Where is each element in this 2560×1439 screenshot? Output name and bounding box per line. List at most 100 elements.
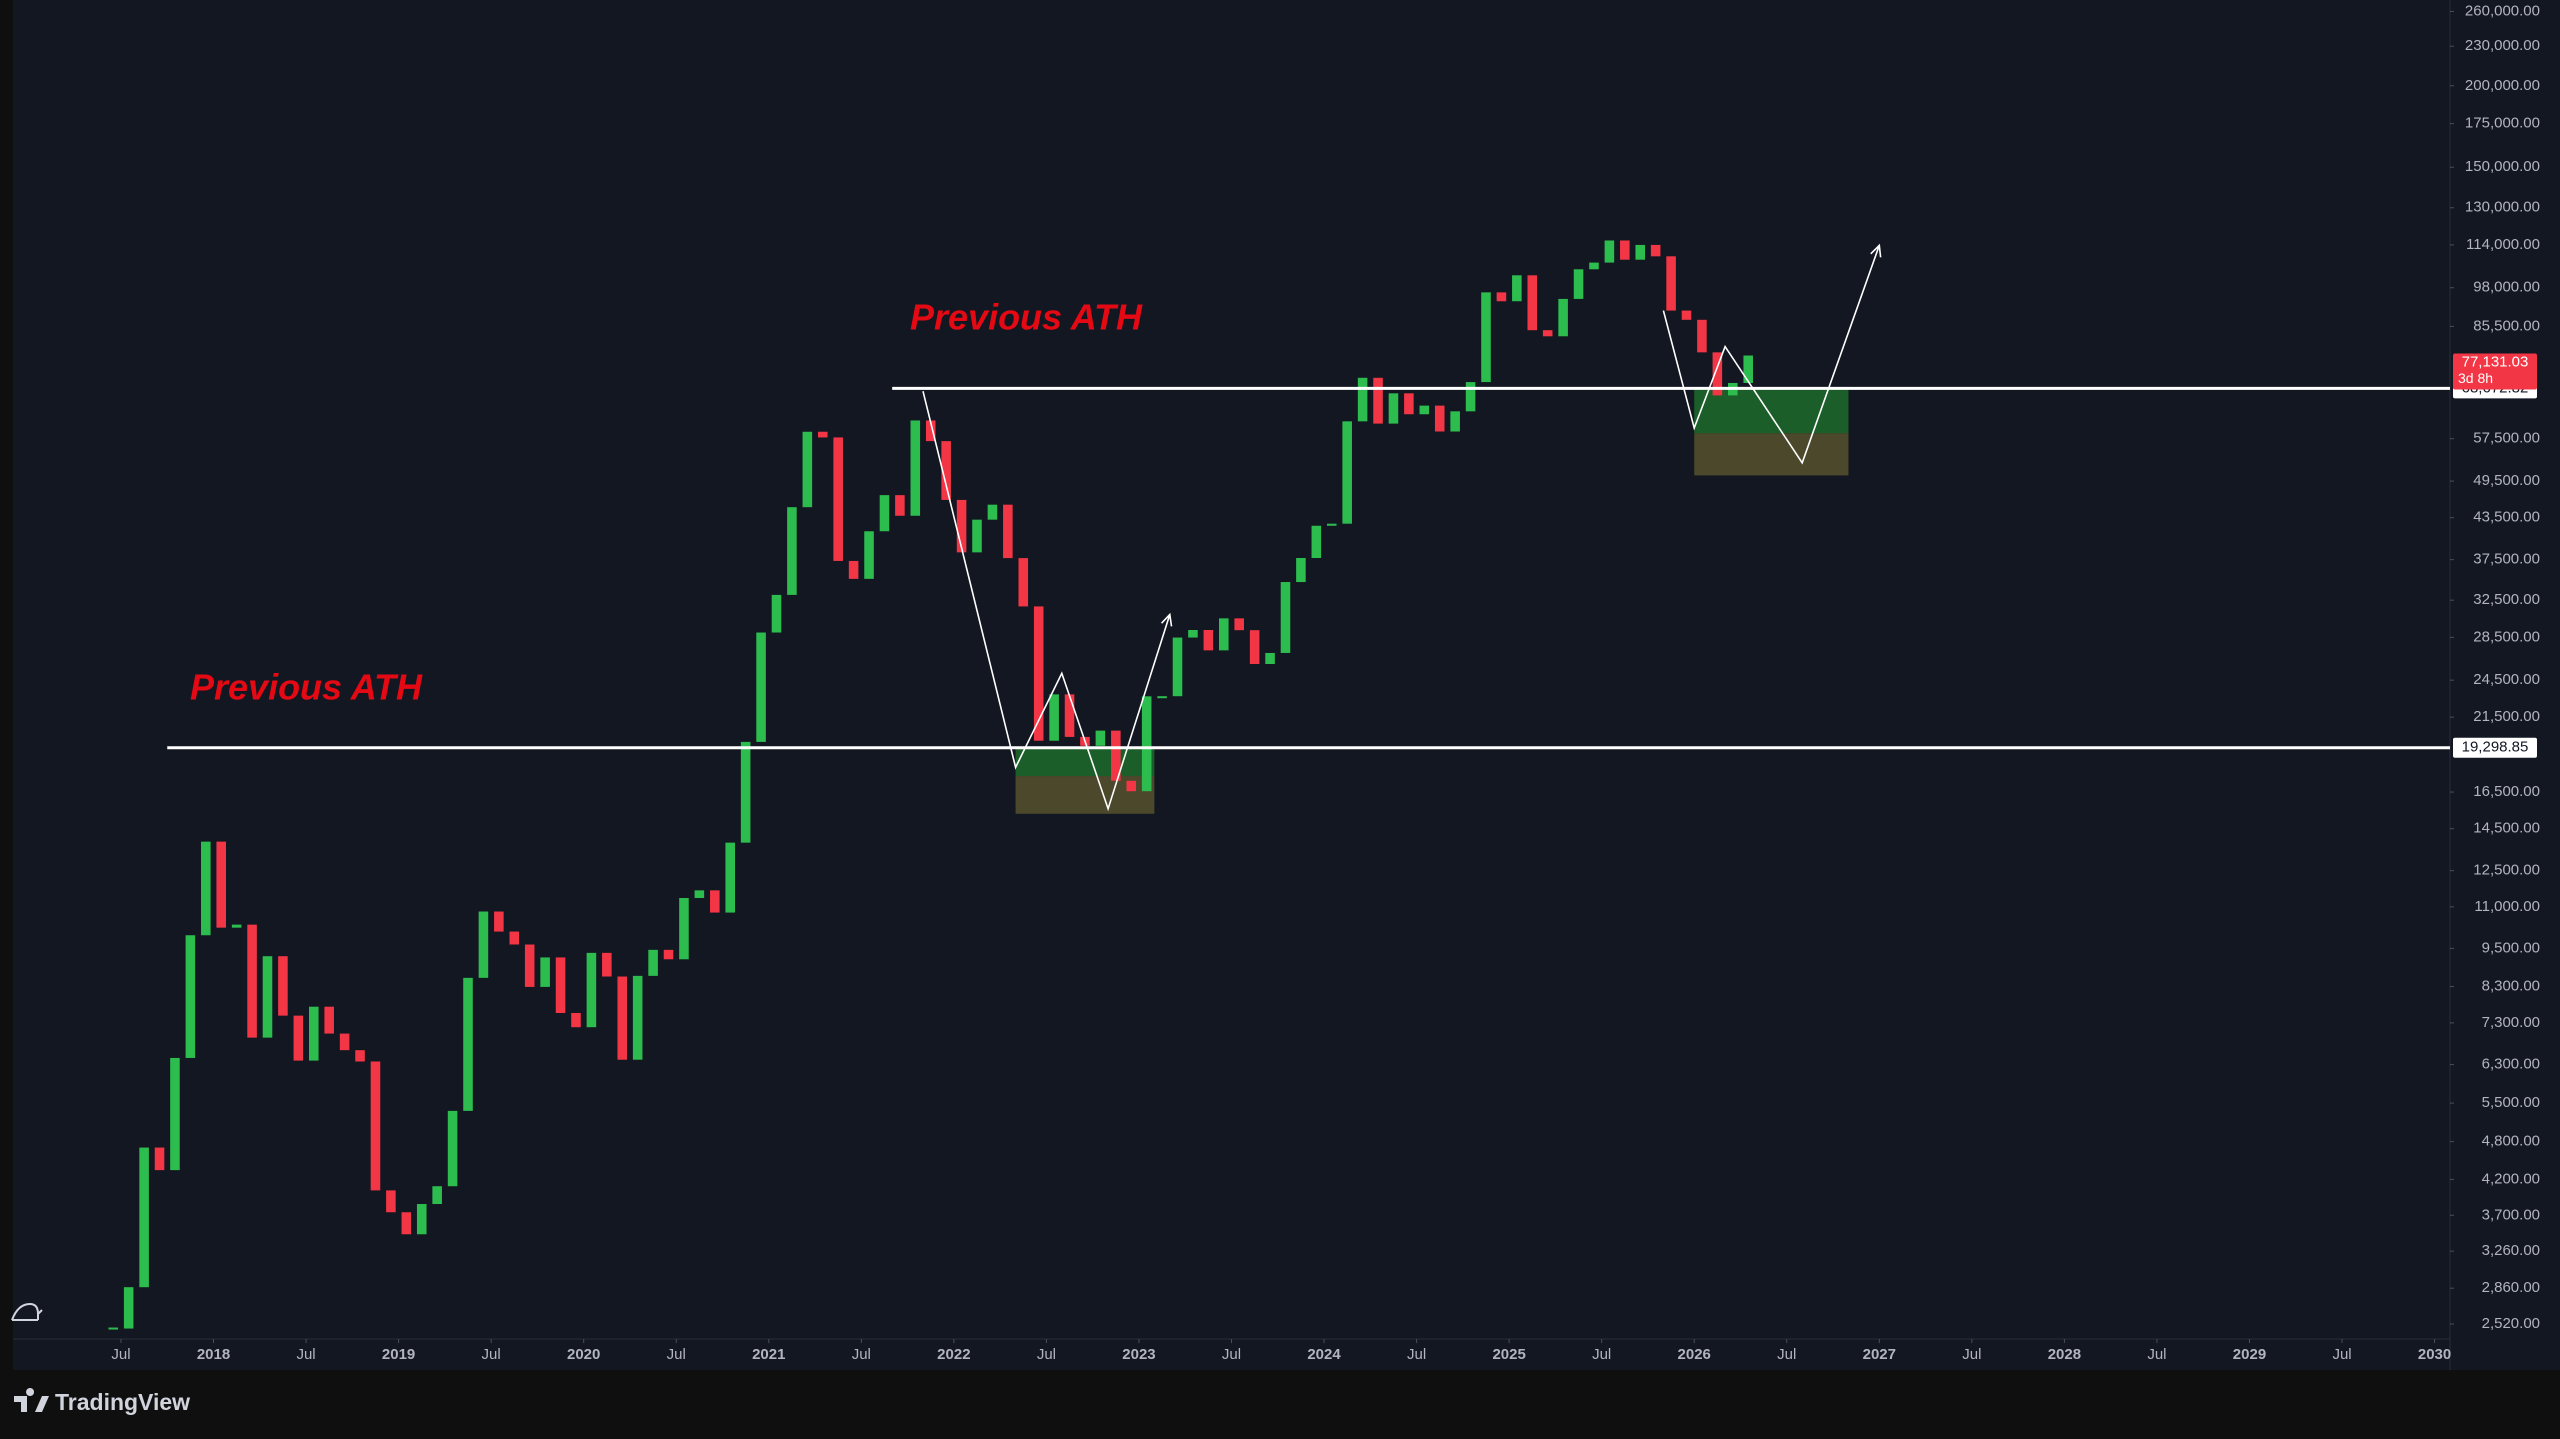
candle (1064, 694, 1075, 737)
y-tick-label: 37,500.00 (2473, 551, 2540, 568)
candle (247, 924, 257, 1038)
candle (1203, 629, 1214, 651)
candle (1635, 244, 1646, 260)
candle (1357, 377, 1368, 422)
y-tick-label: 5,500.00 (2482, 1094, 2540, 1111)
x-tick-label: Jul (1962, 1346, 1981, 1363)
projection-path (922, 391, 1171, 812)
candle (324, 1006, 334, 1034)
candle (941, 441, 951, 500)
candle (154, 1147, 165, 1171)
candle (895, 495, 905, 516)
x-tick-label: 2028 (2048, 1346, 2081, 1363)
candle (663, 949, 674, 960)
candle (879, 495, 890, 532)
candle (1604, 240, 1615, 263)
y-tick-label: 2,860.00 (2482, 1279, 2540, 1296)
candle (1172, 637, 1183, 697)
x-tick-label: Jul (111, 1346, 130, 1363)
y-tick-label: 7,300.00 (2482, 1014, 2540, 1031)
candle (1342, 421, 1352, 524)
candle (632, 975, 643, 1060)
drawing-tool-icon[interactable] (11, 1302, 43, 1321)
y-tick-label: 85,500.00 (2473, 317, 2540, 334)
candle (602, 952, 612, 977)
candle (509, 931, 520, 945)
arrow-head (1870, 243, 1882, 258)
y-tick-label: 4,200.00 (2482, 1170, 2540, 1187)
axes: 260,000.00 230,000.00 200,000.00 175,000.00… (111, 2, 2540, 1362)
candle (416, 1204, 427, 1235)
x-tick-label: Jul (1037, 1346, 1056, 1363)
time-axis-bg (13, 1339, 2450, 1370)
candle (139, 1147, 149, 1288)
zones (1015, 388, 1849, 814)
y-tick-label: 3,260.00 (2482, 1242, 2540, 1259)
y-tick-label: 16,500.00 (2473, 783, 2540, 800)
y-tick-label: 6,300.00 (2482, 1056, 2540, 1073)
candle (586, 952, 597, 1028)
candle (1527, 275, 1538, 331)
logo-mark (14, 1388, 49, 1412)
candle (494, 911, 504, 932)
y-tick-label: 43,500.00 (2473, 509, 2540, 526)
candle (401, 1212, 412, 1235)
level-price-label: 19,298.85 (2462, 739, 2529, 756)
x-tick-label: Jul (2147, 1346, 2166, 1363)
x-tick-label: 2018 (197, 1346, 230, 1363)
candle (1296, 558, 1306, 583)
x-tick-label: 2019 (382, 1346, 415, 1363)
x-tick-label: 2020 (567, 1346, 600, 1363)
candle (524, 944, 535, 987)
candle (478, 911, 489, 978)
candle (463, 977, 473, 1111)
x-tick-label: 2029 (2233, 1346, 2266, 1363)
candle (262, 956, 273, 1038)
brand-name: TradingView (55, 1389, 190, 1415)
candle (1157, 696, 1167, 699)
y-tick-label: 130,000.00 (2465, 199, 2540, 216)
brand-logo[interactable]: TradingView (14, 1388, 190, 1415)
candle (293, 1015, 304, 1061)
candle (308, 1006, 319, 1061)
x-tick-label: 2026 (1678, 1346, 1711, 1363)
candle (555, 957, 566, 1014)
candle (1743, 355, 1753, 383)
candle (910, 420, 921, 516)
candle (1419, 405, 1430, 415)
x-tick-label: Jul (2332, 1346, 2351, 1363)
candle (987, 504, 998, 520)
candle (725, 842, 735, 913)
x-tick-label: Jul (1777, 1346, 1796, 1363)
x-tick-label: 2023 (1122, 1346, 1155, 1363)
zone-upper (1015, 747, 1155, 777)
candle (1712, 352, 1723, 396)
candle (278, 956, 288, 1016)
candle (1450, 411, 1460, 432)
candle (123, 1287, 134, 1329)
candle (201, 841, 211, 936)
zone-upper (1694, 388, 1849, 434)
x-tick-label: Jul (1592, 1346, 1611, 1363)
x-tick-label: Jul (667, 1346, 686, 1363)
last-price-label: 77,131.03 (2462, 353, 2529, 370)
candle (1111, 730, 1121, 781)
y-tick-label: 11,000.00 (2474, 898, 2540, 915)
zone-lower (1694, 433, 1849, 476)
candle (1434, 405, 1445, 432)
candle (1234, 618, 1244, 631)
x-tick-label: 2027 (1863, 1346, 1896, 1363)
x-tick-label: 2025 (1492, 1346, 1525, 1363)
icon (11, 1302, 43, 1321)
candle (1311, 525, 1322, 559)
projection-path (1662, 245, 1881, 465)
candle (1573, 269, 1584, 299)
candle (231, 924, 242, 928)
x-tick-label: Jul (1407, 1346, 1426, 1363)
candle (694, 890, 705, 898)
candle (1219, 618, 1229, 651)
y-tick-label: 260,000.00 (2465, 2, 2540, 19)
y-tick-label: 49,500.00 (2473, 472, 2540, 489)
y-tick-label: 32,500.00 (2473, 591, 2540, 608)
candle (571, 1013, 581, 1028)
